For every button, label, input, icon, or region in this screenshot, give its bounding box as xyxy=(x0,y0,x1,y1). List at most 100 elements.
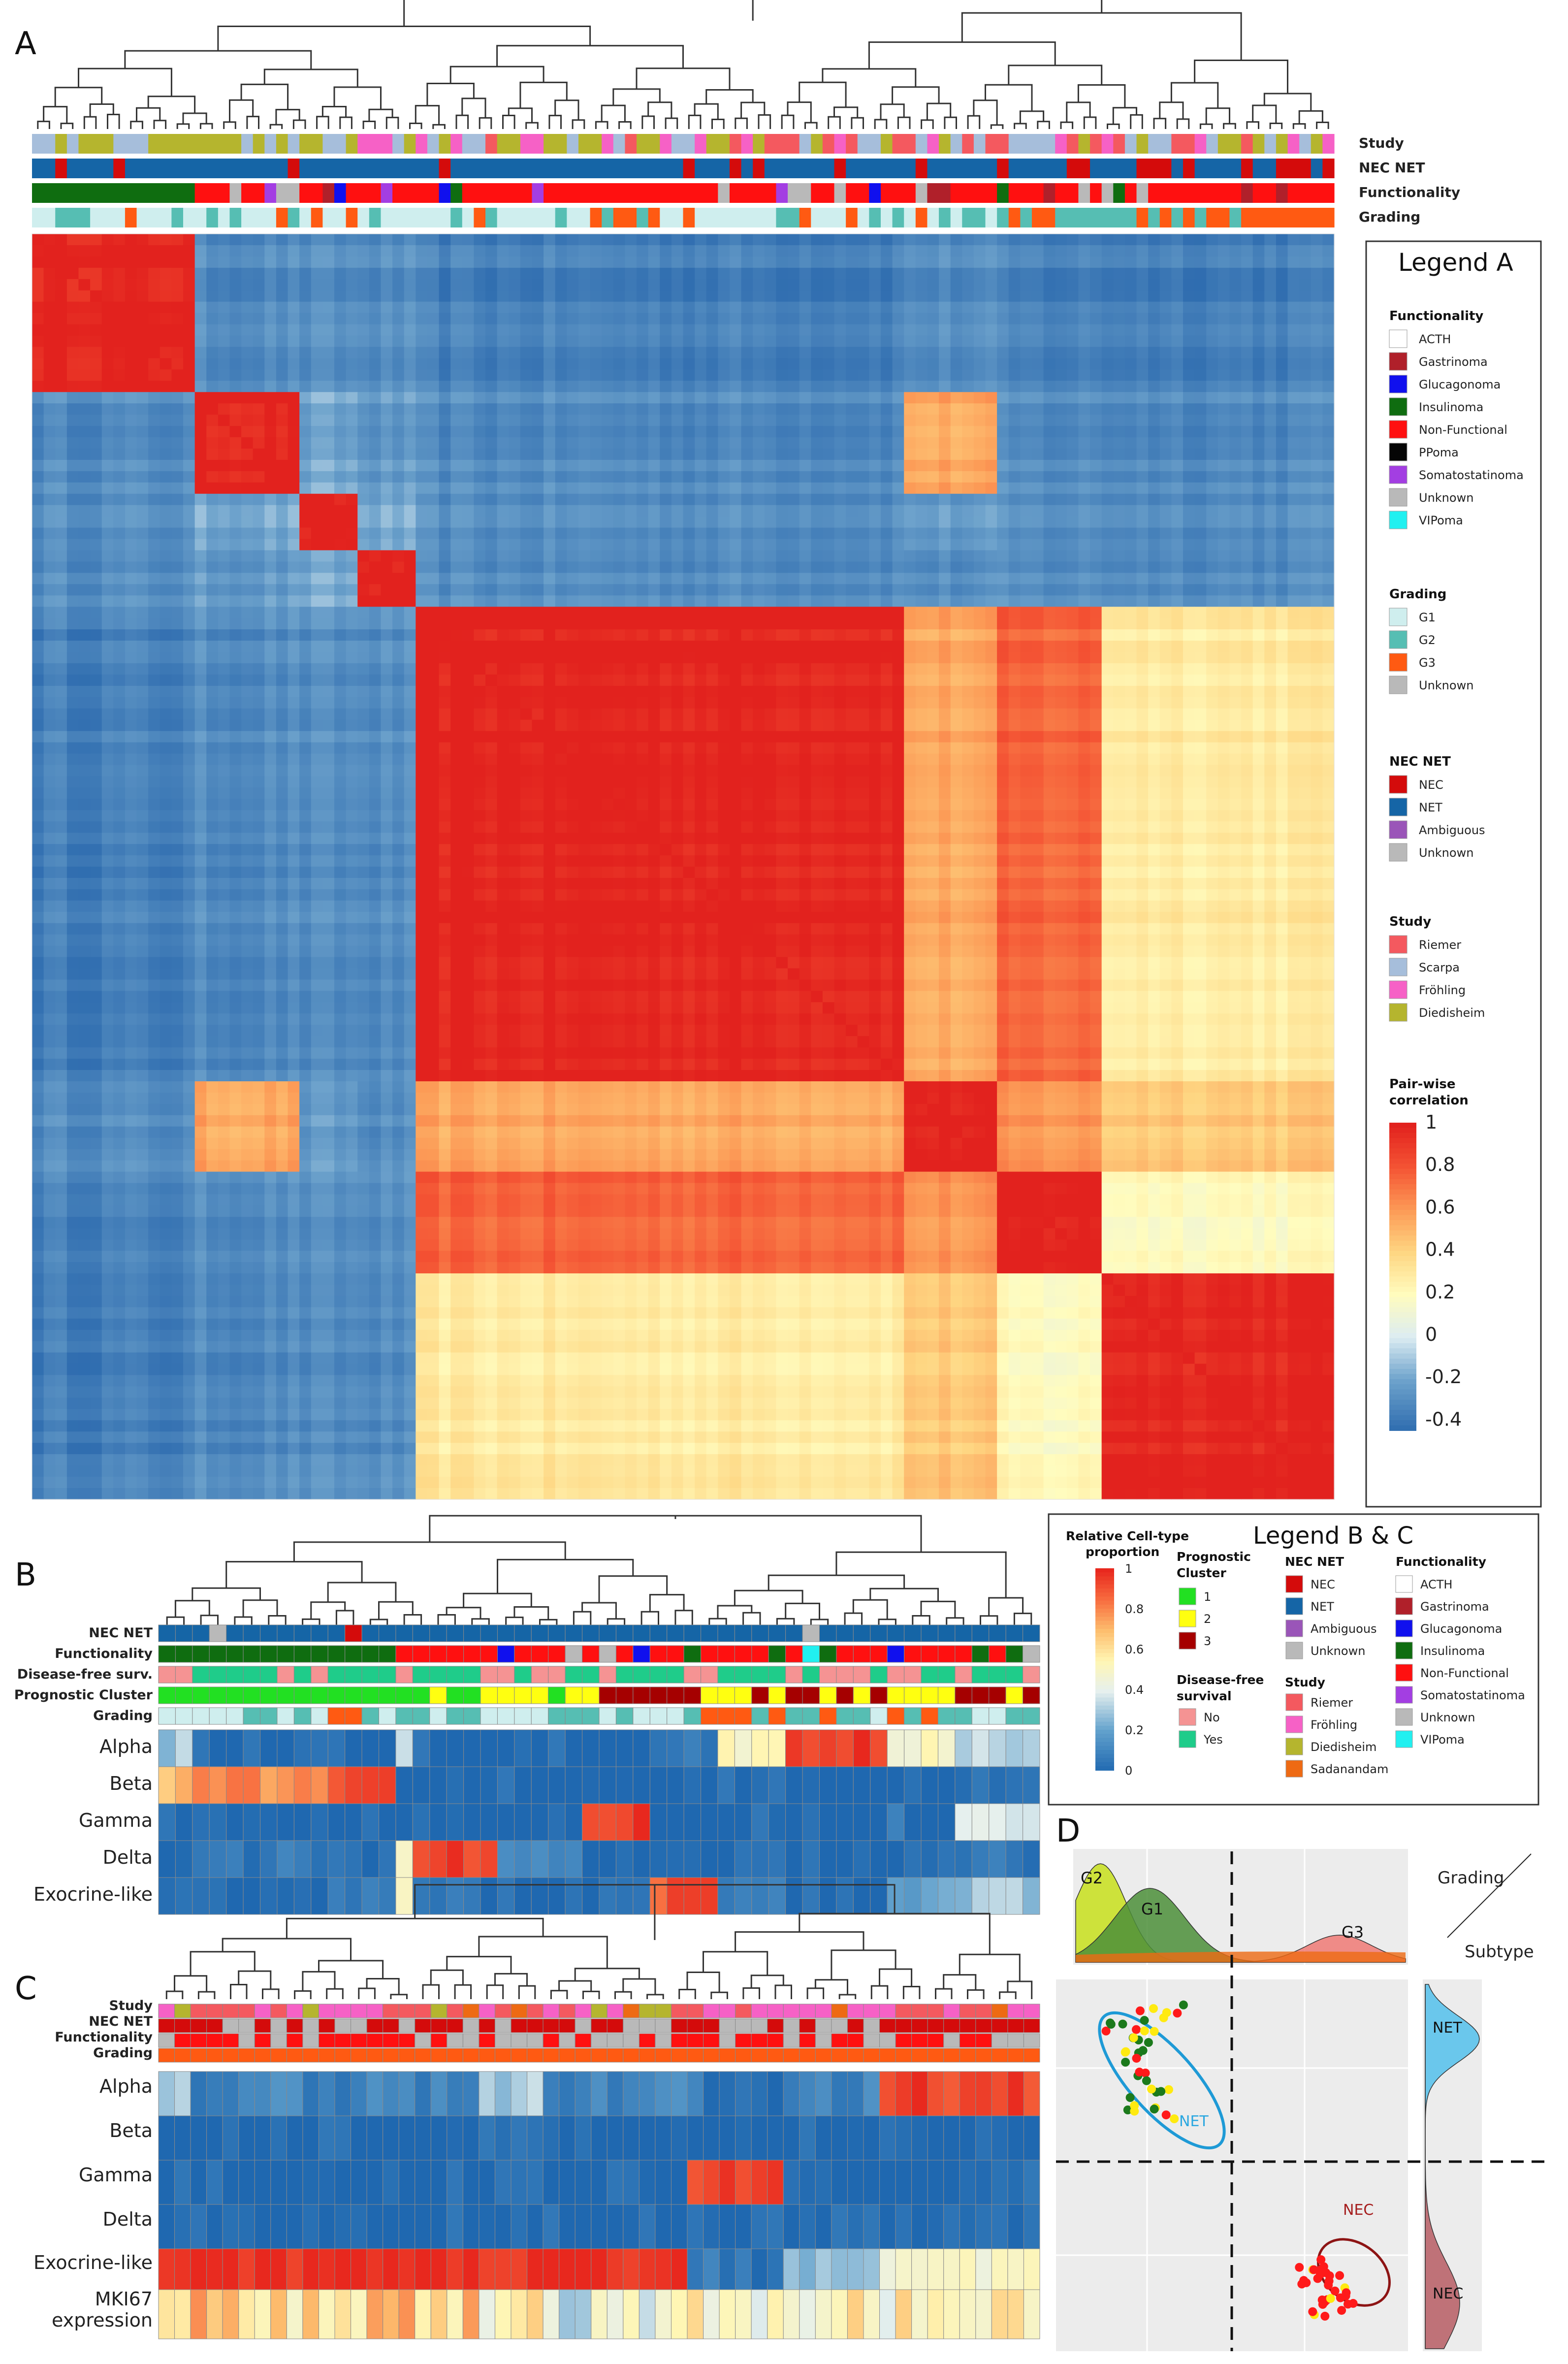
heatmap-cell xyxy=(648,550,660,562)
a-grading-cell xyxy=(381,208,393,227)
heatmap-cell xyxy=(509,347,521,359)
heatmap-cell xyxy=(1055,629,1067,641)
heatmap-cell xyxy=(776,607,788,618)
heatmap-cell xyxy=(101,245,114,257)
a-grading-cell xyxy=(218,208,230,227)
heatmap-cell xyxy=(381,573,393,584)
heatmap-cell xyxy=(1124,347,1137,359)
heatmap-cell xyxy=(892,459,904,472)
heatmap-cell xyxy=(497,313,509,325)
a-func-cell xyxy=(218,183,230,203)
heatmap-cell xyxy=(322,663,335,675)
heatmap-cell xyxy=(1124,426,1137,438)
heatmap-cell xyxy=(1183,256,1195,268)
heatmap-cell xyxy=(660,369,672,381)
heatmap-cell xyxy=(857,381,869,392)
heatmap-cell xyxy=(1055,245,1067,257)
heatmap-cell xyxy=(322,301,335,314)
heatmap-cell xyxy=(927,493,939,506)
heatmap-cell xyxy=(729,539,742,551)
heatmap-cell xyxy=(357,369,370,381)
heatmap-cell xyxy=(206,618,219,630)
a-study-cell xyxy=(253,134,265,154)
heatmap-cell xyxy=(706,482,718,494)
heatmap-cell xyxy=(811,573,823,584)
heatmap-cell xyxy=(392,267,405,280)
heatmap-cell xyxy=(1078,493,1090,506)
heatmap-cell xyxy=(416,516,428,528)
heatmap-cell xyxy=(78,527,91,540)
heatmap-cell xyxy=(822,641,835,652)
heatmap-cell xyxy=(357,245,370,257)
heatmap-cell xyxy=(1299,335,1312,348)
heatmap-cell xyxy=(648,663,660,675)
heatmap-cell xyxy=(101,335,114,348)
heatmap-cell xyxy=(1311,324,1323,336)
heatmap-cell xyxy=(590,234,602,246)
a-necnet-cell xyxy=(1031,159,1044,178)
heatmap-cell xyxy=(1183,516,1195,528)
heatmap-cell xyxy=(1008,426,1021,438)
a-dendro-branch xyxy=(740,101,766,119)
heatmap-cell xyxy=(462,471,475,483)
heatmap-cell xyxy=(253,561,265,573)
heatmap-cell xyxy=(276,369,288,381)
heatmap-cell xyxy=(43,426,56,438)
heatmap-cell xyxy=(311,234,323,246)
heatmap-cell xyxy=(32,493,44,506)
heatmap-cell xyxy=(718,403,730,415)
heatmap-cell xyxy=(950,550,962,562)
heatmap-cell xyxy=(101,674,114,686)
heatmap-cell xyxy=(416,301,428,314)
heatmap-cell xyxy=(183,516,195,528)
heatmap-cell xyxy=(334,652,347,664)
heatmap-cell xyxy=(1113,618,1125,630)
heatmap-cell xyxy=(322,459,335,472)
a-grading-cell xyxy=(1148,208,1160,227)
heatmap-cell xyxy=(915,561,928,573)
a-func-cell xyxy=(1194,183,1207,203)
a-grading-cell xyxy=(706,208,718,227)
heatmap-cell xyxy=(55,550,67,562)
heatmap-cell xyxy=(183,245,195,257)
a-necnet-cell xyxy=(311,159,323,178)
heatmap-cell xyxy=(427,607,440,618)
heatmap-cell xyxy=(997,584,1009,596)
a-grading-cell xyxy=(660,208,672,227)
heatmap-cell xyxy=(973,369,986,381)
heatmap-cell xyxy=(660,403,672,415)
a-grading-cell xyxy=(1066,208,1079,227)
heatmap-cell xyxy=(66,471,79,483)
heatmap-cell xyxy=(602,629,614,641)
heatmap-cell xyxy=(136,301,149,314)
heatmap-cell xyxy=(1229,527,1242,540)
heatmap-cell xyxy=(1252,381,1265,392)
heatmap-cell xyxy=(125,459,137,472)
heatmap-cell xyxy=(880,584,893,596)
heatmap-cell xyxy=(695,313,707,325)
heatmap-cell xyxy=(1241,584,1253,596)
heatmap-cell xyxy=(741,392,753,404)
heatmap-cell xyxy=(1090,415,1102,426)
heatmap-cell xyxy=(1322,663,1335,675)
heatmap-cell xyxy=(485,403,498,415)
heatmap-cell xyxy=(753,301,765,314)
heatmap-cell xyxy=(602,584,614,596)
heatmap-cell xyxy=(136,561,149,573)
heatmap-cell xyxy=(706,641,718,652)
a-dendro-branch xyxy=(147,96,196,113)
heatmap-cell xyxy=(381,663,393,675)
heatmap-cell xyxy=(427,267,440,280)
heatmap-cell xyxy=(590,607,602,618)
heatmap-cell xyxy=(544,607,556,618)
heatmap-cell xyxy=(90,629,102,641)
heatmap-cell xyxy=(1055,505,1067,517)
a-necnet-cell xyxy=(1159,159,1172,178)
heatmap-cell xyxy=(741,347,753,359)
heatmap-cell xyxy=(1217,403,1230,415)
heatmap-cell xyxy=(171,234,184,246)
heatmap-cell xyxy=(427,493,440,506)
heatmap-cell xyxy=(369,539,382,551)
heatmap-cell xyxy=(880,358,893,370)
heatmap-cell xyxy=(113,347,126,359)
